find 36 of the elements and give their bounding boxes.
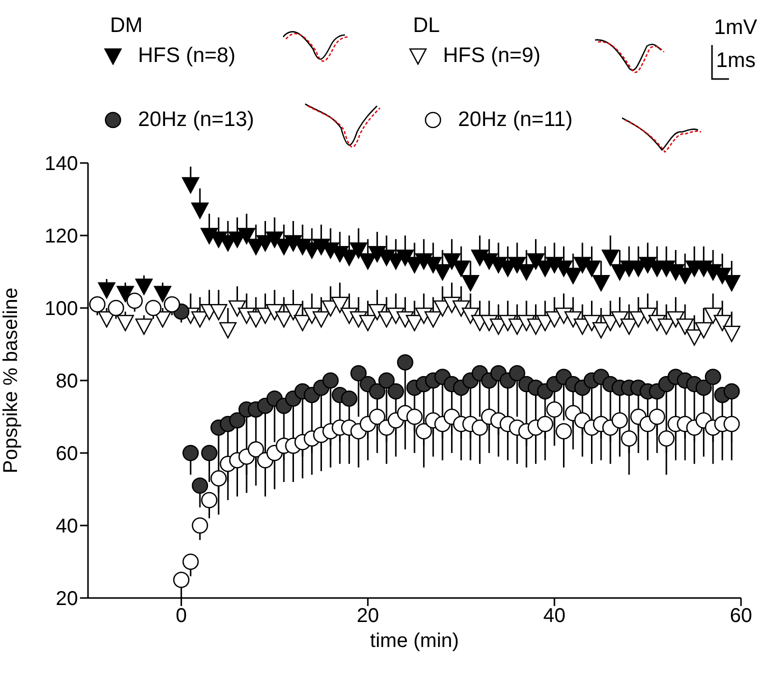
text: DM: [110, 14, 143, 38]
y-tick-label: 40: [56, 516, 78, 538]
point: [696, 380, 712, 396]
point: [350, 365, 367, 382]
point: [388, 383, 404, 400]
point: [201, 444, 218, 462]
y-tick-label: 120: [44, 226, 78, 248]
legend-label: HFS (n=8): [138, 44, 236, 68]
point: [182, 444, 199, 462]
text: DL: [413, 14, 440, 38]
x-axis-title: time (min): [370, 630, 459, 652]
y-tick-label: 140: [44, 153, 78, 176]
point: [378, 372, 395, 389]
point: [322, 372, 339, 389]
y-tick-label: 60: [56, 443, 78, 466]
point: [229, 412, 246, 429]
point: [508, 365, 526, 382]
point: [704, 368, 722, 386]
x-tick-label: 20: [356, 605, 379, 628]
point: [397, 354, 414, 371]
x-tick-label: 40: [543, 605, 566, 628]
text: 1mV: [714, 16, 758, 40]
y-tick-label: 20: [56, 588, 78, 610]
point: [369, 383, 386, 400]
text: 1ms: [716, 49, 756, 73]
point: [341, 390, 358, 407]
legend-label: HFS (n=9): [443, 44, 540, 68]
y-tick-label: 100: [44, 298, 78, 320]
legend-label: 20Hz (n=13): [138, 108, 254, 132]
point: [192, 477, 208, 494]
point: [724, 383, 740, 400]
legend-label: 20Hz (n=11): [458, 108, 573, 132]
x-tick-label: 0: [176, 605, 187, 628]
y-tick-label: 80: [56, 370, 78, 393]
y-axis-title: Popspike % baseline: [0, 288, 22, 474]
x-tick-label: 60: [730, 605, 752, 628]
